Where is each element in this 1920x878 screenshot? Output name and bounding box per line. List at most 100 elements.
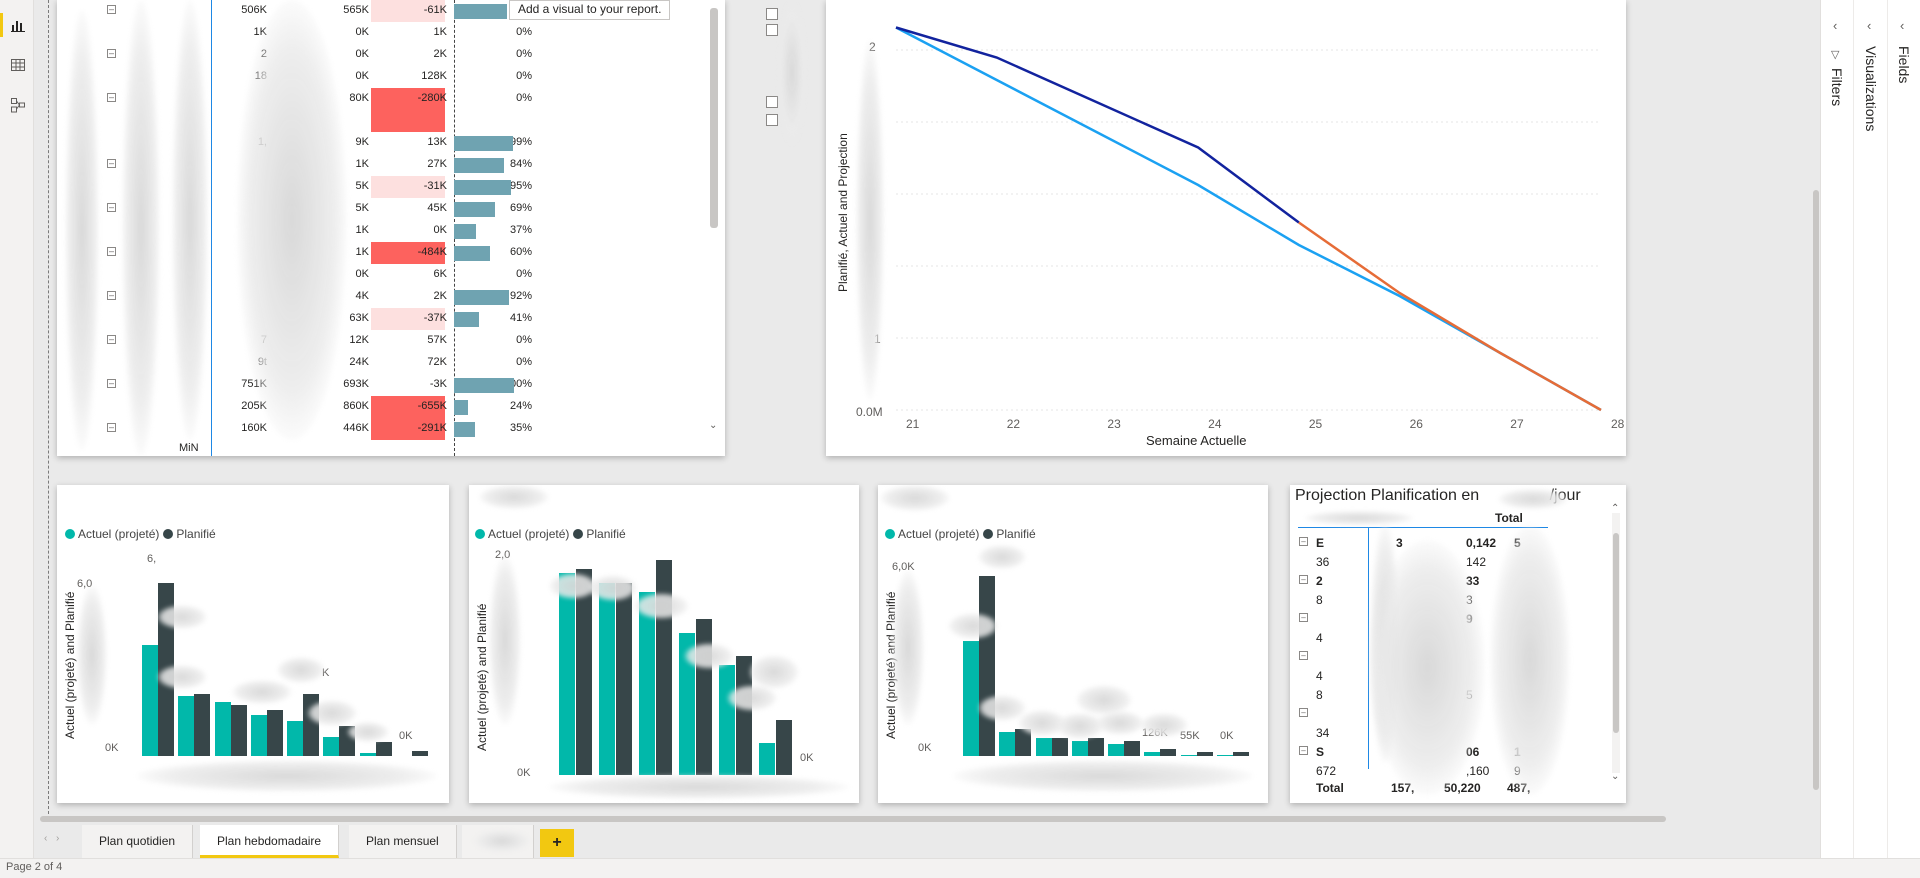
bar-planifie[interactable] [656, 559, 672, 775]
next-page-icon[interactable]: › [56, 833, 60, 844]
table-row[interactable]: 34 [1296, 725, 1596, 743]
collapse-icon[interactable]: – [107, 158, 116, 168]
bar-planifie[interactable] [1051, 738, 1068, 756]
legend-actuel[interactable]: Actuel (projeté) [475, 527, 569, 541]
matrix-row[interactable]: – 1K 27K 84% [57, 154, 532, 176]
filters-pane[interactable]: ‹ ▽ Filters [1821, 0, 1854, 858]
bar-planifie[interactable] [1160, 748, 1177, 756]
matrix-row[interactable]: –712K57K0% [57, 330, 532, 352]
scroll-up-icon[interactable]: ⌃ [1611, 503, 1620, 514]
matrix-row[interactable]: 63K -37K 41% [57, 308, 532, 330]
slicer-checkbox[interactable] [766, 96, 778, 108]
matrix-row[interactable]: – 80K -280K 0% [57, 88, 532, 132]
slicer-checkbox[interactable] [766, 114, 778, 126]
bar-actuel[interactable] [719, 665, 735, 775]
collapse-icon[interactable]: – [107, 246, 116, 256]
collapse-icon[interactable]: – [107, 92, 116, 102]
legend-actuel[interactable]: Actuel (projeté) [885, 527, 979, 541]
bar-planifie[interactable] [375, 742, 392, 756]
table-icon[interactable] [9, 56, 27, 74]
collapse-icon[interactable]: – [107, 202, 116, 212]
matrix-row[interactable]: 0K 6K 0% [57, 264, 532, 286]
bar-actuel[interactable] [963, 640, 979, 756]
bar-planifie[interactable] [1087, 738, 1104, 756]
slicer-checkbox[interactable] [766, 24, 778, 36]
matrix-row[interactable]: – 5K 45K 69% [57, 198, 532, 220]
bar-actuel[interactable] [999, 732, 1016, 756]
collapse-icon[interactable]: – [107, 334, 116, 344]
matrix-row[interactable]: 1K 0K 37% [57, 220, 532, 242]
collapse-icon[interactable]: – [1299, 651, 1308, 660]
canvas-horizontal-scrollbar[interactable] [40, 816, 1666, 822]
bar-actuel[interactable] [1144, 751, 1161, 756]
bar-planifie[interactable] [1232, 751, 1249, 756]
tab-plan-mensuel[interactable]: Plan mensuel [349, 825, 457, 858]
bar-planifie[interactable] [266, 709, 283, 756]
canvas-vertical-scrollbar[interactable] [1813, 190, 1819, 790]
collapse-icon[interactable]: – [107, 378, 116, 388]
legend-planifie[interactable]: Planifié [573, 527, 626, 541]
bar-actuel[interactable] [178, 696, 195, 756]
matrix-row[interactable]: 1K 0K 1K 0% [57, 22, 532, 44]
bar-planifie[interactable] [194, 693, 211, 756]
bar-actuel[interactable] [359, 753, 376, 756]
table-row[interactable]: 4 [1296, 630, 1596, 648]
collapse-icon[interactable]: – [107, 290, 116, 300]
bar-actuel[interactable] [323, 737, 340, 756]
table-row[interactable]: 36 142 [1296, 554, 1596, 572]
legend-planifie[interactable]: Planifié [163, 527, 216, 541]
chevron-left-icon[interactable]: ‹ [1867, 18, 1872, 33]
matrix-row[interactable]: – 160K 446K -291K 35% [57, 418, 532, 440]
collapse-icon[interactable]: – [1299, 575, 1308, 584]
bar-actuel[interactable] [599, 582, 615, 775]
visualizations-label[interactable]: Visualizations [1863, 46, 1879, 132]
table-scrollbar-thumb[interactable] [1613, 533, 1619, 733]
filters-label[interactable]: Filters [1829, 68, 1845, 107]
scroll-down-icon[interactable]: ⌄ [709, 420, 718, 431]
prev-page-icon[interactable]: ‹ [44, 833, 48, 844]
bar-planifie[interactable] [979, 575, 995, 756]
matrix-row[interactable]: – 1K -484K 60% [57, 242, 532, 264]
tab-plan-hebdomadaire[interactable]: Plan hebdomadaire [200, 825, 340, 858]
tab-plan-quotidien[interactable]: Plan quotidien [82, 825, 194, 858]
bar-actuel[interactable] [1071, 741, 1088, 756]
matrix-row[interactable]: 5K -31K 95% [57, 176, 532, 198]
bar-actuel[interactable] [759, 742, 775, 775]
fields-pane[interactable]: ‹ Fields [1888, 0, 1920, 858]
table-scrollbar-track[interactable] [1612, 513, 1620, 773]
column-header-total[interactable]: Total [1495, 511, 1523, 525]
table-row[interactable]: 4 [1296, 668, 1596, 686]
legend-actuel[interactable]: Actuel (projeté) [65, 527, 159, 541]
bar-planifie[interactable] [1015, 729, 1032, 756]
bar-planifie[interactable] [576, 568, 592, 775]
chevron-left-icon[interactable]: ‹ [1900, 18, 1905, 33]
report-view-icon[interactable] [0, 13, 27, 37]
collapse-icon[interactable]: – [107, 48, 116, 58]
scroll-down-icon[interactable]: ⌄ [1611, 771, 1620, 782]
bar-chart-3[interactable]: Actuel (projeté) Planifié Actuel (projet… [878, 485, 1268, 803]
table-row[interactable]: – [1296, 706, 1596, 724]
bar-actuel[interactable] [1108, 744, 1124, 756]
bar-chart-2[interactable]: Actuel (projeté) Planifié Actuel (projet… [469, 485, 859, 803]
projection-table-visual[interactable]: Projection Planification en /jour Total … [1290, 485, 1626, 803]
collapse-icon[interactable]: – [107, 4, 116, 14]
bar-planifie[interactable] [230, 704, 247, 756]
bar-planifie[interactable] [1124, 741, 1140, 756]
chevron-left-icon[interactable]: ‹ [1833, 18, 1838, 33]
bar-actuel[interactable] [679, 632, 695, 775]
model-icon[interactable] [9, 96, 27, 114]
bar-actuel[interactable] [214, 701, 231, 756]
matrix-row[interactable]: – 4K 2K 92% [57, 286, 532, 308]
matrix-row[interactable]: –751K 693K -3K 100% [57, 374, 532, 396]
visualizations-pane[interactable]: ‹ Visualizations [1855, 0, 1888, 858]
table-row[interactable]: – [1296, 649, 1596, 667]
collapse-icon[interactable]: – [1299, 746, 1308, 755]
bar-actuel[interactable] [1216, 755, 1233, 756]
add-page-button[interactable]: + [540, 829, 574, 857]
bar-planifie[interactable] [776, 720, 792, 775]
slicer-checkbox[interactable] [766, 8, 778, 20]
collapse-icon[interactable]: – [1299, 613, 1308, 622]
legend-planifie[interactable]: Planifié [983, 527, 1036, 541]
bar-actuel[interactable] [559, 573, 575, 775]
